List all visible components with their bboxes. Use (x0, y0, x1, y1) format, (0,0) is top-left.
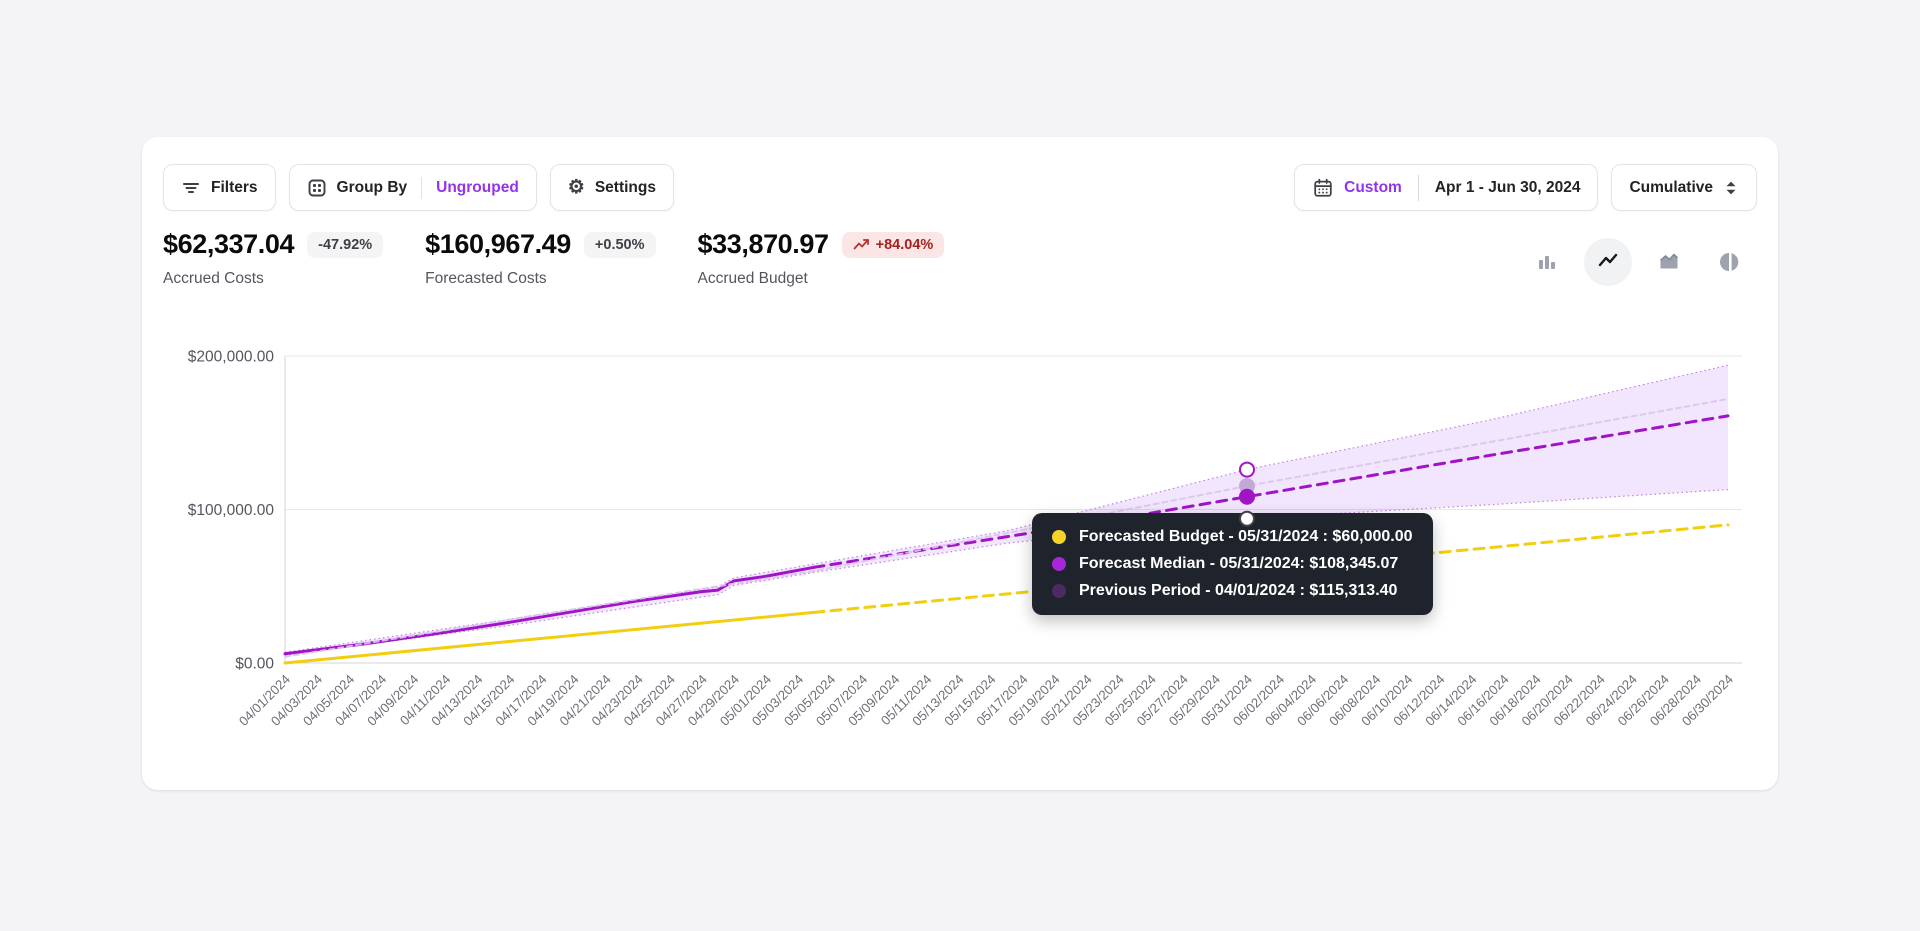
kpi-delta-badge: +84.04% (841, 231, 945, 258)
calendar-icon (1312, 177, 1334, 199)
tooltip-row: Previous Period - 04/01/2024 : $115,313.… (1052, 582, 1413, 600)
tooltip-row: Forecast Median - 05/31/2024: $108,345.0… (1052, 555, 1413, 573)
kpi-delta-badge: -47.92% (307, 231, 384, 258)
kpi-delta-badge: +0.50% (583, 231, 656, 258)
bar-chart-icon (1535, 250, 1559, 274)
series-dot-icon (1052, 557, 1066, 571)
kpi-accrued-budget: $33,870.97 +84.04% Accrued Budget (698, 229, 945, 288)
kpi-value: $62,337.04 (163, 229, 295, 259)
y-axis-label: $100,000.00 (188, 502, 275, 519)
bar-chart-toggle[interactable] (1523, 238, 1571, 286)
aggregation-value: Cumulative (1629, 178, 1713, 196)
forecast-band (285, 365, 1728, 656)
kpi-label: Forecasted Costs (425, 270, 547, 287)
toolbar: Filters Group By Ungrouped ⚙ Settings (163, 164, 1757, 211)
tooltip-text: Forecasted Budget - 05/31/2024 : $60,000… (1079, 528, 1413, 545)
settings-button[interactable]: ⚙ Settings (549, 164, 674, 211)
filter-lines-icon (181, 179, 201, 197)
series-dot-icon (1052, 530, 1066, 544)
group-by-button[interactable]: Group By Ungrouped (288, 164, 537, 211)
kpi-value: $33,870.97 (697, 229, 830, 259)
kpi-label: Accrued Costs (163, 270, 264, 287)
y-axis-label: $0.00 (235, 656, 274, 673)
gear-icon: ⚙ (567, 177, 585, 198)
chart-type-toggles (1523, 238, 1754, 286)
series-forecasted-budget (283, 610, 816, 665)
settings-label: Settings (594, 178, 656, 196)
kpi-forecasted-costs: $160,967.49 +0.50% Forecasted Costs (425, 229, 656, 288)
group-by-value: Ungrouped (436, 178, 519, 196)
divider (421, 176, 423, 199)
date-range-button[interactable]: Custom Apr 1 - Jun 30, 2024 (1294, 164, 1599, 211)
chart-tooltip: Forecasted Budget - 05/31/2024 : $60,000… (1032, 513, 1433, 615)
date-mode-label: Custom (1344, 178, 1402, 196)
area-chart-toggle[interactable] (1645, 238, 1693, 286)
tooltip-text: Forecast Median - 05/31/2024: $108,345.0… (1079, 555, 1399, 572)
filters-label: Filters (211, 178, 258, 196)
tooltip-text: Previous Period - 04/01/2024 : $115,313.… (1079, 582, 1398, 599)
line-chart-toggle[interactable] (1584, 238, 1632, 286)
divider (1417, 174, 1419, 201)
forecast-band-upper-edge (284, 364, 1729, 653)
kpi-accrued-costs: $62,337.04 -47.92% Accrued Costs (163, 229, 384, 288)
kpi-value: $160,967.49 (425, 229, 571, 259)
grid-icon (307, 178, 327, 198)
series-previous-period (284, 397, 1729, 658)
kpi-label: Accrued Budget (697, 270, 808, 287)
trending-up-icon (853, 238, 870, 251)
kpi-row: $62,337.04 -47.92% Accrued Costs $160,96… (163, 229, 945, 288)
pie-chart-toggle[interactable] (1706, 238, 1754, 286)
forecast-band-lower-edge (284, 488, 1729, 656)
tooltip-row: Forecasted Budget - 05/31/2024 : $60,000… (1052, 528, 1413, 546)
pie-chart-icon (1718, 250, 1742, 274)
date-range-value: Apr 1 - Jun 30, 2024 (1434, 178, 1581, 196)
series-dot-icon (1052, 584, 1066, 598)
chevron-up-down-icon (1723, 179, 1739, 197)
series-accrued-costs (283, 565, 816, 656)
filters-button[interactable]: Filters (163, 164, 276, 211)
y-axis-label: $200,000.00 (188, 349, 275, 366)
cost-report-card: Filters Group By Ungrouped ⚙ Settings (142, 137, 1778, 790)
area-chart-icon (1657, 250, 1681, 274)
group-by-label: Group By (336, 178, 408, 196)
line-chart-icon (1596, 250, 1620, 274)
aggregation-select[interactable]: Cumulative (1611, 164, 1757, 211)
